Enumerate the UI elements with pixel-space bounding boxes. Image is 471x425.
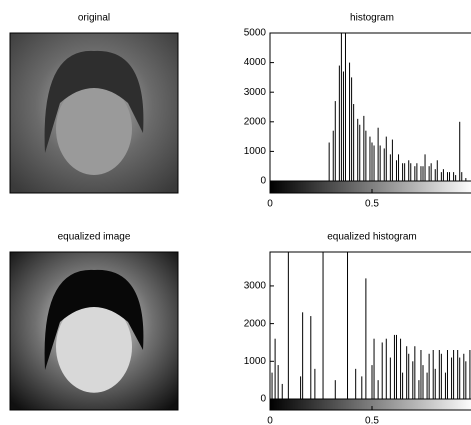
colorbar (270, 181, 471, 193)
y-tick-label: 4000 (244, 57, 267, 68)
panel-title: equalized image (58, 232, 131, 243)
y-tick-label: 1000 (244, 356, 267, 367)
panel-title: histogram (350, 13, 394, 24)
y-tick-label: 3000 (244, 87, 267, 98)
panel-title: original (78, 13, 110, 24)
y-tick-label: 0 (260, 394, 266, 405)
y-tick-label: 2000 (244, 318, 267, 329)
x-tick-label: 0.5 (365, 416, 379, 425)
y-tick-label: 2000 (244, 116, 267, 127)
y-tick-label: 5000 (244, 28, 267, 39)
axes-frame (270, 33, 471, 193)
y-tick-label: 3000 (244, 281, 267, 292)
y-tick-label: 0 (260, 176, 266, 187)
colorbar (270, 399, 471, 410)
panel-title: equalized histogram (327, 232, 417, 243)
x-tick-label: 0.5 (365, 199, 379, 210)
figure: original01000200030004000500000.51histog… (0, 0, 471, 425)
x-tick-label: 0 (267, 199, 273, 210)
x-tick-label: 0 (267, 416, 273, 425)
y-tick-label: 1000 (244, 146, 267, 157)
